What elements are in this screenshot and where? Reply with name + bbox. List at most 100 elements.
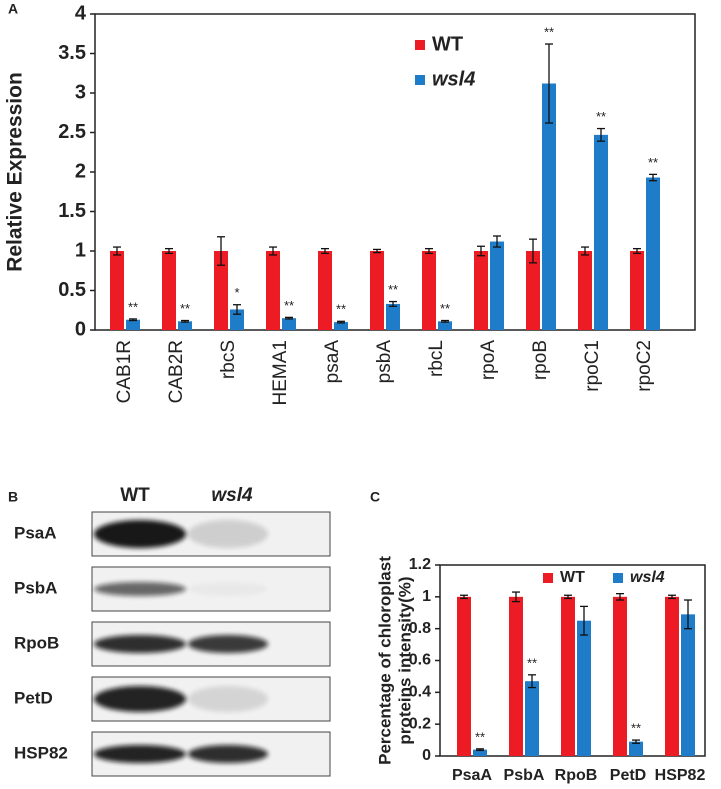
bar xyxy=(490,241,504,330)
x-tick-label: rpoA xyxy=(478,340,499,380)
bar xyxy=(214,251,228,330)
y-tick-label: 0.2 xyxy=(409,715,431,732)
x-tick-label: PetD xyxy=(610,767,646,784)
x-tick-label: HSP82 xyxy=(655,767,706,784)
bar xyxy=(594,134,608,330)
bar xyxy=(110,251,124,330)
significance-label: ** xyxy=(648,155,658,170)
y-tick-label: 0.4 xyxy=(409,684,431,701)
bar xyxy=(266,251,280,330)
bar xyxy=(629,741,643,756)
blot-band xyxy=(188,686,268,712)
significance-label: ** xyxy=(336,302,346,317)
y-tick-label: 0.6 xyxy=(409,652,431,669)
bar xyxy=(282,318,296,330)
y-tick-label: 2 xyxy=(75,160,86,182)
significance-label: ** xyxy=(596,109,606,124)
bar xyxy=(646,177,660,330)
x-tick-label: PsbA xyxy=(504,767,545,784)
x-tick-label: psaA xyxy=(322,340,343,384)
y-tick-label: 0 xyxy=(422,747,431,764)
bar xyxy=(630,251,644,330)
significance-label: ** xyxy=(440,301,450,316)
legend-swatch xyxy=(415,40,425,50)
bar xyxy=(318,251,332,330)
blot-column-label: wsl4 xyxy=(211,485,253,506)
blot-band xyxy=(188,635,268,653)
significance-label: * xyxy=(234,285,239,300)
x-tick-label: rpoC2 xyxy=(634,340,655,392)
significance-label: ** xyxy=(284,298,294,313)
bar xyxy=(577,620,591,756)
bar xyxy=(438,321,452,330)
x-tick-label: rpoC1 xyxy=(582,340,603,392)
bar xyxy=(509,596,523,756)
blot-row-label: PetD xyxy=(14,688,53,707)
blot-membrane xyxy=(91,566,331,612)
legend-swatch xyxy=(613,573,623,583)
x-tick-label: psbA xyxy=(374,340,395,384)
blot-band xyxy=(94,686,186,712)
blot-band xyxy=(94,745,186,763)
bar xyxy=(370,251,384,330)
x-tick-label: HEMA1 xyxy=(270,340,291,405)
bar xyxy=(386,303,400,330)
blot-band xyxy=(188,745,268,763)
blot-row-label: HSP82 xyxy=(14,743,68,762)
legend-label: WT xyxy=(432,33,463,55)
blot-row-label: RpoB xyxy=(14,633,59,652)
significance-label: ** xyxy=(475,729,485,744)
bar xyxy=(681,614,695,756)
bar xyxy=(578,251,592,330)
legend-swatch xyxy=(415,75,425,85)
bar xyxy=(422,251,436,330)
x-tick-label: rpoB xyxy=(530,340,551,380)
bar xyxy=(525,681,539,756)
blot-row-label: PsbA xyxy=(14,578,57,597)
bar xyxy=(126,319,140,330)
y-axis-label: Relative Expression xyxy=(4,72,27,272)
y-tick-label: 0 xyxy=(75,318,86,340)
significance-label: ** xyxy=(631,721,641,736)
significance-label: ** xyxy=(128,299,138,314)
blot-band xyxy=(94,520,186,548)
y-tick-label: 1.2 xyxy=(409,556,431,573)
bar xyxy=(473,749,487,756)
x-tick-label: PsaA xyxy=(452,767,492,784)
x-tick-label: CAB2R xyxy=(166,340,187,403)
legend-label: wsl4 xyxy=(432,68,475,90)
blot-band xyxy=(94,582,186,596)
legend-label: WT xyxy=(560,569,585,586)
bar xyxy=(542,83,556,331)
bar xyxy=(561,596,575,756)
significance-label: ** xyxy=(388,282,398,297)
y-tick-label: 0.8 xyxy=(409,620,431,637)
bar xyxy=(613,596,627,756)
y-tick-label: 1 xyxy=(422,588,431,605)
panel-label: C xyxy=(370,489,380,505)
panel-label: A xyxy=(8,1,18,17)
x-tick-label: rbcL xyxy=(426,340,447,377)
significance-label: ** xyxy=(180,301,190,316)
blot-band xyxy=(188,582,268,596)
y-tick-label: 1 xyxy=(75,239,86,261)
legend-swatch xyxy=(543,573,553,583)
blot-row-label: PsaA xyxy=(14,523,57,542)
y-tick-label: 1.5 xyxy=(58,200,86,222)
bar xyxy=(334,322,348,330)
bar xyxy=(457,596,471,756)
y-tick-label: 4 xyxy=(75,2,87,24)
y-axis-label: Percentage of chloroplast xyxy=(375,556,394,765)
blot-band xyxy=(188,520,268,548)
bar xyxy=(162,251,176,330)
x-tick-label: CAB1R xyxy=(114,340,135,403)
significance-label: ** xyxy=(544,24,554,39)
legend-label: wsl4 xyxy=(630,569,665,586)
bar xyxy=(526,251,540,330)
blot-column-label: WT xyxy=(120,485,150,506)
y-tick-label: 3.5 xyxy=(58,42,86,64)
y-axis-label: proteins intensity(%) xyxy=(395,576,414,744)
panel-label: B xyxy=(8,489,18,505)
x-tick-label: RpoB xyxy=(555,767,598,784)
